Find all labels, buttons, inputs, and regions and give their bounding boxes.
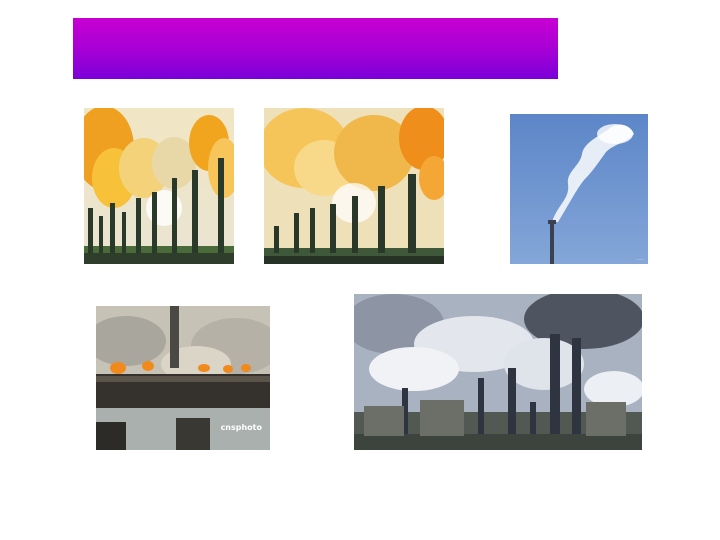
photo-credit-mark: .....: [636, 256, 644, 262]
riverside-steel-plant-fires-photo: cnsphoto: [96, 306, 270, 450]
watermark-text: cnsphoto: [220, 423, 262, 432]
title-bar: [73, 18, 558, 79]
yellow-smoke-smokestacks-closeup-photo: [264, 108, 444, 264]
industrial-plant-smoking-chimneys-photo: [354, 294, 642, 450]
yellow-smoke-smokestacks-photo: [84, 108, 234, 264]
single-chimney-white-smoke-photo: .....: [510, 114, 648, 264]
